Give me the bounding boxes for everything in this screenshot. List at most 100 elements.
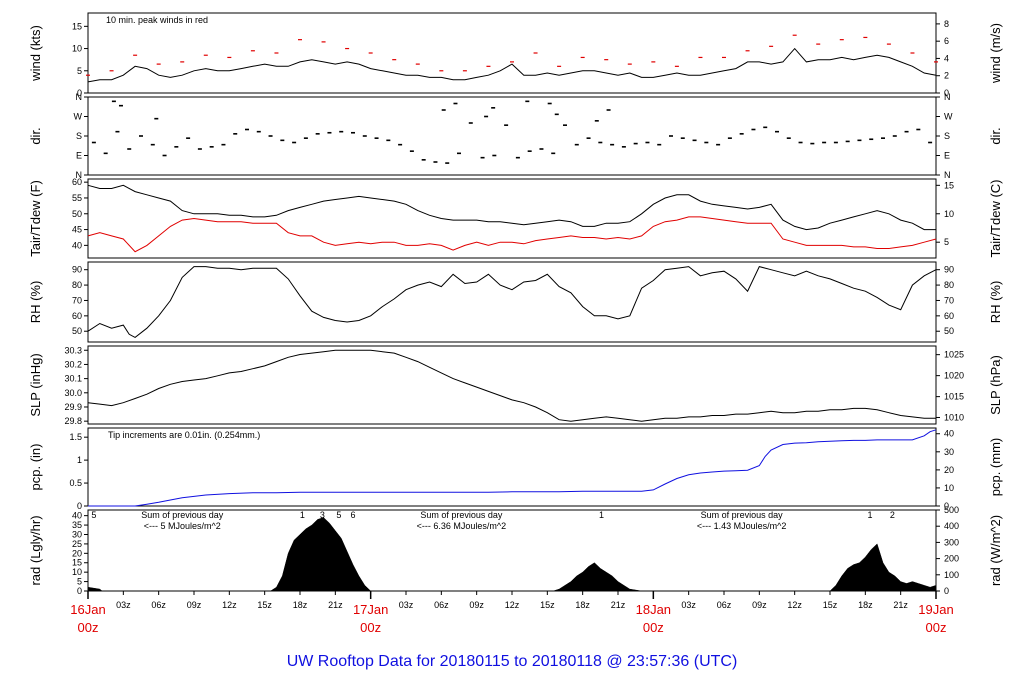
y-tick-label: W: [74, 112, 83, 122]
y-axis-title-right: Tair/Tdew (C): [988, 179, 1003, 257]
rad-annotation: 1: [868, 510, 873, 520]
time-tick-label: 15z: [257, 600, 272, 610]
day-label-hour: 00z: [78, 620, 99, 635]
time-tick-label: 12z: [505, 600, 520, 610]
time-tick-label: 09z: [187, 600, 202, 610]
day-label-date: 18Jan: [636, 602, 671, 617]
y-tick-label: 60: [72, 177, 82, 187]
panel-pcp: 0 0.5 1 1.5 0 10 20 30 40 pcp. (in) pcp. (mm) Tip i…: [28, 427, 1003, 511]
y-tick-label: 45: [72, 225, 82, 235]
time-tick-label: 09z: [469, 600, 484, 610]
temp-line-1: [87, 216, 937, 253]
y-right-tick-label: 60: [944, 311, 954, 321]
y-right-tick-label: N: [944, 170, 951, 180]
y-tick-label: N: [76, 170, 83, 180]
y-right-tick-label: 500: [944, 505, 959, 515]
y-tick-label: 29.8: [64, 416, 82, 426]
y-right-tick-label: 80: [944, 280, 954, 290]
time-axis: 03z 06z 09z 12z 15z 18z 21z 03z 06z 09z 12z 15z 18z 2…: [70, 591, 954, 635]
y-tick-label: 55: [72, 193, 82, 203]
day-label-date: 19Jan: [918, 602, 953, 617]
panel-slp: 29.8 29.9 30.0 30.1 30.2 30.3 1010 1015 1020 1025…: [28, 345, 1003, 426]
y-right-tick-label: 10: [944, 483, 954, 493]
wind-annotation: 10 min. peak winds in red: [106, 15, 208, 25]
day-label-date: 16Jan: [70, 602, 105, 617]
y-right-tick-label: 4: [944, 53, 949, 63]
time-tick-label: 03z: [681, 600, 696, 610]
rad-annotation: <--- 1.43 MJoules/m^2: [697, 521, 787, 531]
y-tick-label: 25: [72, 539, 82, 549]
rh-line-0: [87, 266, 937, 338]
y-tick-label: 10: [72, 44, 82, 54]
slp-line-0: [87, 349, 936, 422]
y-right-tick-label: S: [944, 131, 950, 141]
y-right-tick-label: 90: [944, 265, 954, 275]
rad-annotation: Sum of previous day: [141, 510, 224, 520]
y-tick-label: 40: [72, 240, 82, 250]
y-axis-title-right: wind (m/s): [988, 23, 1003, 84]
y-tick-label: 1.5: [69, 432, 82, 442]
y-axis-title: RH (%): [28, 281, 43, 324]
panel-frame: [87, 427, 937, 507]
y-tick-label: 30: [72, 529, 82, 539]
y-tick-label: 70: [72, 295, 82, 305]
y-axis-title-right: RH (%): [988, 281, 1003, 324]
day-label-date: 17Jan: [353, 602, 388, 617]
y-right-tick-label: 50: [944, 326, 954, 336]
rad-annotation: Sum of previous day: [420, 510, 503, 520]
y-tick-label: 30.1: [64, 374, 82, 384]
time-tick-label: 21z: [611, 600, 626, 610]
panel-frame: [87, 12, 937, 94]
y-right-tick-label: 400: [944, 521, 959, 531]
time-tick-label: 03z: [399, 600, 414, 610]
y-tick-label: 50: [72, 209, 82, 219]
time-tick-label: 18z: [575, 600, 590, 610]
time-tick-label: 12z: [787, 600, 802, 610]
y-tick-label: 60: [72, 311, 82, 321]
time-tick-label: 21z: [328, 600, 343, 610]
y-axis-title-right: SLP (hPa): [988, 355, 1003, 415]
y-tick-label: 0.5: [69, 478, 82, 488]
day-label-hour: 00z: [643, 620, 664, 635]
time-tick-label: 06z: [717, 600, 732, 610]
y-axis-title: SLP (inHg): [28, 353, 43, 416]
y-right-tick-label: 300: [944, 537, 959, 547]
rad-annotation: 3: [320, 510, 325, 520]
wind-line-0: [87, 47, 937, 83]
y-right-tick-label: 2: [944, 71, 949, 81]
y-right-tick-label: 1010: [944, 412, 964, 422]
footer-title: UW Rooftop Data for 20180115 to 20180118…: [287, 653, 738, 670]
y-tick-label: 10: [72, 567, 82, 577]
y-right-tick-label: 70: [944, 295, 954, 305]
y-right-tick-label: 1020: [944, 371, 964, 381]
time-tick-label: 12z: [222, 600, 237, 610]
day-label-hour: 00z: [926, 620, 947, 635]
y-right-tick-label: 6: [944, 36, 949, 46]
temp-line-0: [87, 184, 936, 231]
y-right-tick-label: E: [944, 151, 950, 161]
rad-annotation: 1: [599, 510, 604, 520]
rad-annotation: 5: [336, 510, 341, 520]
rad-annotation: 6: [350, 510, 355, 520]
y-tick-label: E: [76, 151, 82, 161]
rad-annotation: <--- 6.36 MJoules/m^2: [417, 521, 507, 531]
y-tick-label: 5: [77, 577, 82, 587]
y-right-tick-label: 0: [944, 88, 949, 98]
y-right-tick-label: N: [944, 92, 951, 102]
y-tick-label: 35: [72, 520, 82, 530]
y-axis-title: dir.: [28, 127, 43, 144]
pcp-line-0: [88, 429, 937, 507]
y-axis-title: pcp. (in): [28, 444, 43, 491]
rad-annotation: <--- 5 MJoules/m^2: [144, 521, 221, 531]
y-tick-label: S: [76, 131, 82, 141]
time-tick-label: 15z: [823, 600, 838, 610]
y-right-tick-label: 1015: [944, 392, 964, 402]
y-tick-label: 0: [77, 88, 82, 98]
y-right-tick-label: 20: [944, 465, 954, 475]
y-right-tick-label: 0: [944, 501, 949, 511]
y-tick-label: 0: [77, 586, 82, 596]
day-label-hour: 00z: [360, 620, 381, 635]
y-tick-label: 29.9: [64, 402, 82, 412]
